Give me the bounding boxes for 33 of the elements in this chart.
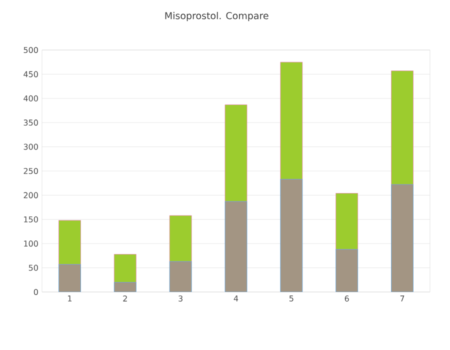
- y-tick-label: 50: [28, 264, 38, 271]
- y-tick-label: 0: [34, 288, 38, 296]
- x-tick-label: 5: [289, 296, 294, 302]
- bar: [280, 62, 303, 180]
- y-tick-label: 200: [24, 192, 38, 198]
- y-tick-label: 400: [24, 95, 38, 102]
- bar: [58, 264, 81, 292]
- y-tick-label: 300: [24, 144, 38, 150]
- y-tick-label: 100: [24, 240, 38, 247]
- y-tick-label: 450: [24, 71, 38, 78]
- bar: [169, 261, 192, 292]
- bar: [391, 184, 414, 292]
- y-tick-label: 250: [24, 168, 38, 174]
- bar: [114, 254, 136, 283]
- bar: [336, 249, 358, 292]
- y-tick-label: 500: [24, 46, 38, 54]
- bar: [224, 104, 248, 202]
- chart-title: Misoprostol. Compare: [165, 12, 268, 22]
- bar: [114, 282, 136, 292]
- x-tick-label: 6: [344, 296, 349, 302]
- x-tick-label: 2: [123, 296, 127, 302]
- x-tick-label: 1: [68, 296, 72, 302]
- y-tick-label: 350: [24, 120, 38, 126]
- bar: [280, 179, 303, 292]
- x-tick-label: 7: [400, 296, 404, 302]
- bar: [336, 193, 358, 250]
- bar: [58, 220, 81, 265]
- bar: [169, 215, 192, 262]
- bar: [224, 201, 248, 292]
- x-tick-label: 3: [178, 296, 182, 302]
- x-tick-label: 4: [234, 296, 238, 302]
- y-tick-label: 150: [24, 216, 38, 222]
- bar: [391, 70, 414, 185]
